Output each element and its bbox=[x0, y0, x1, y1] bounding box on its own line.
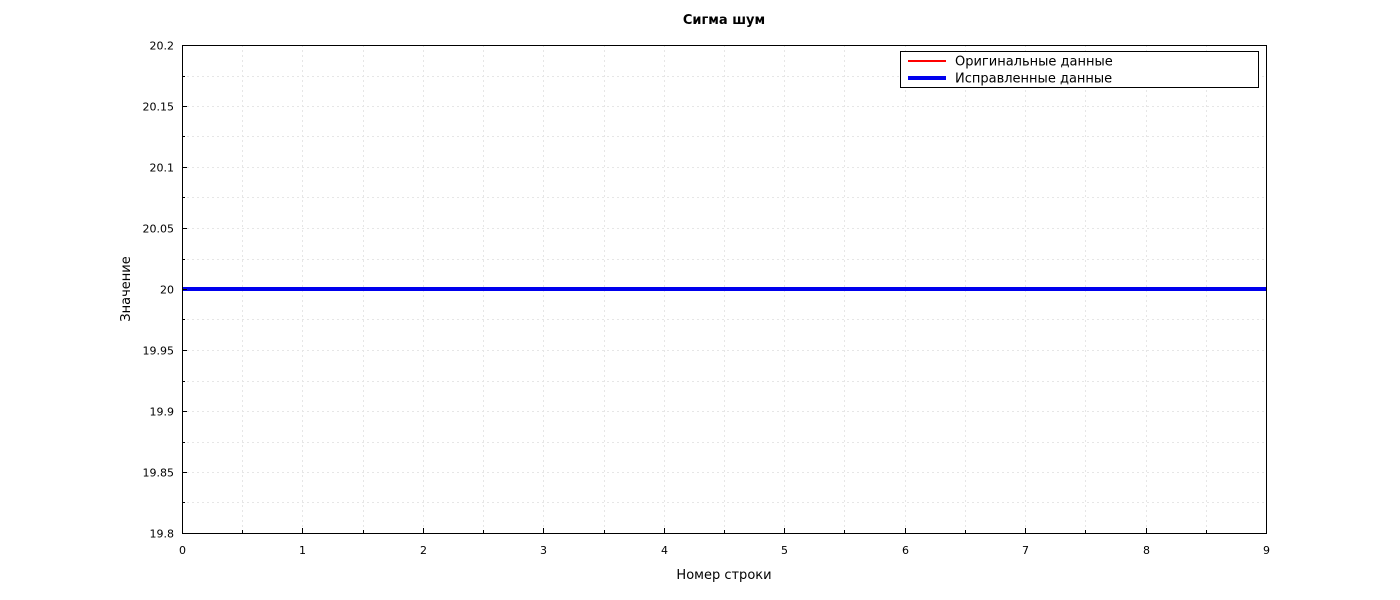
x-tick-label: 6 bbox=[902, 544, 909, 557]
y-tick-label: 19.85 bbox=[143, 467, 175, 480]
x-tick-label: 1 bbox=[299, 544, 306, 557]
axis-ticks: 0 1 2 3 4 5 6 7 8 9 19.8 19.85 19.9 19.95 20 20.05 20.1 2… bbox=[143, 40, 1271, 558]
legend: Оригинальные данные Исправленные данные bbox=[900, 51, 1259, 88]
x-tick-label: 5 bbox=[781, 544, 788, 557]
x-tick-label: 9 bbox=[1263, 544, 1270, 557]
y-tick-label: 20 bbox=[160, 284, 174, 297]
y-tick-label: 20.2 bbox=[150, 40, 175, 53]
x-tick-label: 4 bbox=[661, 544, 668, 557]
y-tick-label: 19.95 bbox=[143, 345, 175, 358]
x-axis-title: Номер строки bbox=[676, 568, 771, 583]
x-tick-label: 8 bbox=[1143, 544, 1150, 557]
y-tick-label: 19.8 bbox=[150, 528, 175, 541]
y-tick-label: 20.05 bbox=[143, 223, 175, 236]
x-tick-label: 2 bbox=[420, 544, 427, 557]
legend-label-corrected: Исправленные данные bbox=[955, 72, 1112, 87]
minor-ticks bbox=[182, 76, 1207, 533]
y-tick-label: 19.9 bbox=[150, 406, 175, 419]
x-tick-label: 7 bbox=[1022, 544, 1029, 557]
legend-label-original: Оригинальные данные bbox=[955, 55, 1113, 70]
x-tick-label: 3 bbox=[540, 544, 547, 557]
chart-title: Сигма шум bbox=[683, 13, 765, 28]
x-tick-label: 0 bbox=[179, 544, 186, 557]
y-axis-title: Значение bbox=[119, 256, 134, 321]
legend-box bbox=[900, 51, 1259, 88]
y-tick-label: 20.1 bbox=[150, 162, 175, 175]
y-tick-label: 20.15 bbox=[143, 101, 175, 114]
